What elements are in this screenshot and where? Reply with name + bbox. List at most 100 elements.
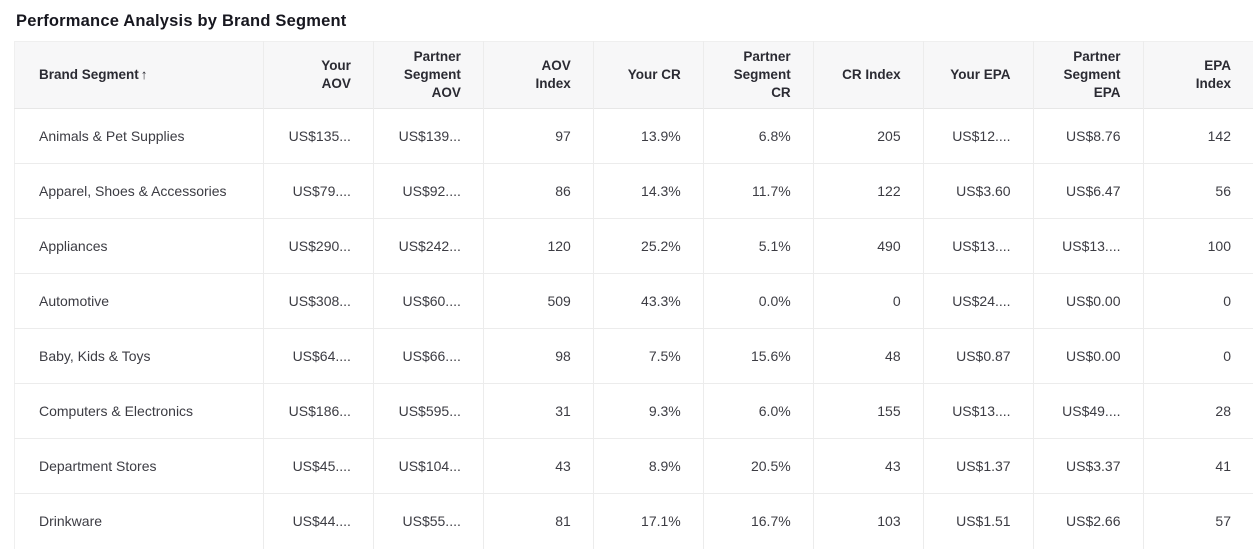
cell-aov_index: 120 (483, 219, 593, 274)
cell-partner_cr: 20.5% (703, 439, 813, 494)
cell-partner_epa: US$0.00 (1033, 274, 1143, 329)
cell-aov_index: 81 (483, 494, 593, 549)
column-label-line: Segment (716, 66, 791, 84)
cell-partner_epa: US$6.47 (1033, 164, 1143, 219)
cell-aov_index: 86 (483, 164, 593, 219)
cell-epa_index: 100 (1143, 219, 1253, 274)
column-label-line: Partner (1046, 48, 1121, 66)
cell-your_aov: US$290... (264, 219, 374, 274)
column-header-cr_index[interactable]: CR Index (813, 42, 923, 109)
column-label-line: Brand Segment↑ (39, 66, 241, 84)
column-header-segment[interactable]: Brand Segment↑ (15, 42, 264, 109)
page-title: Performance Analysis by Brand Segment (0, 0, 1253, 41)
cell-your_epa: US$24.... (923, 274, 1033, 329)
cell-your_aov: US$79.... (264, 164, 374, 219)
cell-partner_aov: US$595... (373, 384, 483, 439)
cell-partner_cr: 11.7% (703, 164, 813, 219)
cell-your_aov: US$44.... (264, 494, 374, 549)
cell-cr_index: 122 (813, 164, 923, 219)
cell-cr_index: 48 (813, 329, 923, 384)
column-label-line: Partner (386, 48, 461, 66)
cell-your_cr: 17.1% (593, 494, 703, 549)
cell-cr_index: 490 (813, 219, 923, 274)
cell-your_aov: US$64.... (264, 329, 374, 384)
cell-your_cr: 13.9% (593, 109, 703, 164)
column-label-line: Index (496, 75, 571, 93)
cell-your_epa: US$13.... (923, 384, 1033, 439)
cell-your_aov: US$308... (264, 274, 374, 329)
cell-aov_index: 98 (483, 329, 593, 384)
cell-your_aov: US$135... (264, 109, 374, 164)
cell-partner_aov: US$55.... (373, 494, 483, 549)
cell-cr_index: 0 (813, 274, 923, 329)
cell-your_cr: 7.5% (593, 329, 703, 384)
column-header-your_cr[interactable]: Your CR (593, 42, 703, 109)
column-label-line: Your (276, 57, 351, 75)
cell-partner_epa: US$3.37 (1033, 439, 1143, 494)
column-label-line: Segment (386, 66, 461, 84)
column-label-line: AOV (496, 57, 571, 75)
cell-partner_cr: 6.8% (703, 109, 813, 164)
column-label-line: CR Index (826, 66, 901, 84)
cell-aov_index: 509 (483, 274, 593, 329)
cell-your_aov: US$186... (264, 384, 374, 439)
cell-partner_cr: 0.0% (703, 274, 813, 329)
cell-partner_aov: US$104... (373, 439, 483, 494)
cell-aov_index: 97 (483, 109, 593, 164)
cell-partner_epa: US$2.66 (1033, 494, 1143, 549)
cell-segment: Drinkware (15, 494, 264, 549)
column-label-line: Your EPA (936, 66, 1011, 84)
cell-segment: Animals & Pet Supplies (15, 109, 264, 164)
cell-segment: Automotive (15, 274, 264, 329)
column-label-line: Your CR (606, 66, 681, 84)
cell-your_epa: US$3.60 (923, 164, 1033, 219)
cell-epa_index: 28 (1143, 384, 1253, 439)
cell-partner_aov: US$66.... (373, 329, 483, 384)
cell-cr_index: 205 (813, 109, 923, 164)
cell-your_aov: US$45.... (264, 439, 374, 494)
cell-segment: Baby, Kids & Toys (15, 329, 264, 384)
cell-your_epa: US$1.37 (923, 439, 1033, 494)
cell-partner_cr: 5.1% (703, 219, 813, 274)
cell-segment: Department Stores (15, 439, 264, 494)
cell-your_epa: US$0.87 (923, 329, 1033, 384)
cell-segment: Apparel, Shoes & Accessories (15, 164, 264, 219)
cell-your_epa: US$1.51 (923, 494, 1033, 549)
cell-partner_epa: US$13.... (1033, 219, 1143, 274)
cell-epa_index: 0 (1143, 274, 1253, 329)
column-label-line: EPA (1046, 84, 1121, 102)
cell-segment: Appliances (15, 219, 264, 274)
cell-partner_aov: US$139... (373, 109, 483, 164)
cell-your_cr: 8.9% (593, 439, 703, 494)
cell-partner_epa: US$49.... (1033, 384, 1143, 439)
cell-partner_aov: US$92.... (373, 164, 483, 219)
cell-epa_index: 142 (1143, 109, 1253, 164)
sort-ascending-icon: ↑ (141, 67, 148, 82)
cell-partner_cr: 15.6% (703, 329, 813, 384)
cell-your_cr: 14.3% (593, 164, 703, 219)
cell-partner_cr: 16.7% (703, 494, 813, 549)
cell-epa_index: 57 (1143, 494, 1253, 549)
cell-partner_aov: US$60.... (373, 274, 483, 329)
column-header-your_epa[interactable]: Your EPA (923, 42, 1033, 109)
column-label-line: Index (1156, 75, 1232, 93)
cell-aov_index: 43 (483, 439, 593, 494)
cell-your_cr: 25.2% (593, 219, 703, 274)
column-label-line: AOV (386, 84, 461, 102)
